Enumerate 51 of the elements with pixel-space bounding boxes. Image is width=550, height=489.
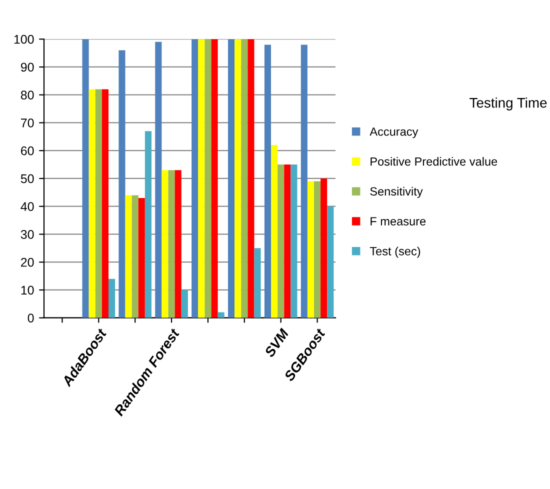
bar xyxy=(102,89,108,318)
bar xyxy=(88,89,96,318)
y-tick-label: 100 xyxy=(14,34,34,44)
text: Testing Time xyxy=(470,98,547,110)
bar xyxy=(155,42,162,318)
y-tick-label: 30 xyxy=(20,230,34,239)
bar xyxy=(95,89,102,318)
bar xyxy=(307,181,314,318)
bar xyxy=(254,248,261,318)
legend-label: Accuracy xyxy=(370,128,418,138)
bar xyxy=(144,131,152,318)
bar xyxy=(108,278,116,318)
y-tick-label: 0 xyxy=(28,314,34,322)
bar xyxy=(132,195,138,318)
bar xyxy=(234,39,242,318)
bar xyxy=(264,44,272,318)
bar xyxy=(118,50,126,318)
bar xyxy=(290,164,298,318)
bar xyxy=(300,44,308,318)
bar xyxy=(198,39,205,318)
bar xyxy=(138,198,145,318)
y-tick-label: 70 xyxy=(21,118,34,128)
bar xyxy=(241,39,248,318)
bar xyxy=(168,170,175,318)
legend-label: Test (sec) xyxy=(370,246,420,258)
y-tick-label: 80 xyxy=(20,90,34,100)
y-tick-label: 90 xyxy=(20,62,34,72)
bar xyxy=(181,290,188,318)
bar xyxy=(204,39,212,318)
bar xyxy=(327,206,334,318)
bar xyxy=(320,178,328,318)
bar xyxy=(211,39,218,318)
bar xyxy=(162,170,168,318)
y-tick-label: 40 xyxy=(20,202,34,212)
legend-label: Positive Predictive value xyxy=(370,157,498,166)
bar xyxy=(192,39,198,318)
bar xyxy=(284,164,291,318)
legend-label: F measure xyxy=(370,217,426,226)
y-tick-label: 10 xyxy=(21,286,34,295)
bar xyxy=(174,170,182,318)
y-tick-label: 50 xyxy=(20,174,34,184)
legend-label: Sensitivity xyxy=(370,186,423,198)
bar xyxy=(278,164,284,318)
bar xyxy=(82,39,89,318)
bar xyxy=(125,195,132,318)
y-tick-label: 60 xyxy=(21,146,34,156)
bar xyxy=(314,181,321,318)
y-tick-label: 20 xyxy=(21,258,34,267)
bar xyxy=(228,39,235,318)
bar xyxy=(248,39,254,318)
bar xyxy=(271,145,278,318)
